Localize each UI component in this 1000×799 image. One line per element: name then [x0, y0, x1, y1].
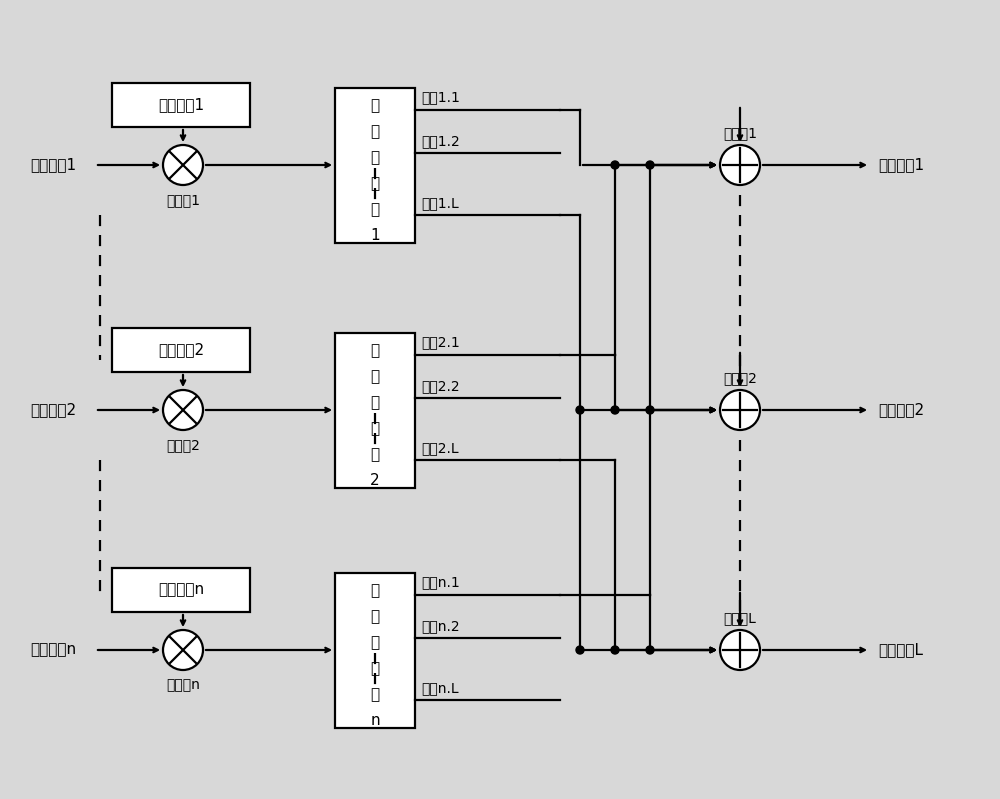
Text: 支路n.L: 支路n.L	[421, 681, 459, 695]
Text: 串: 串	[370, 344, 380, 359]
Circle shape	[163, 390, 203, 430]
Circle shape	[611, 406, 619, 414]
Text: 支路1.1: 支路1.1	[421, 91, 460, 105]
Text: 用户信号2: 用户信号2	[30, 403, 76, 418]
Text: 乘法器2: 乘法器2	[166, 438, 200, 452]
Bar	[112, 83, 250, 127]
Text: 用户信号1: 用户信号1	[30, 157, 76, 173]
Bar	[335, 88, 415, 243]
Circle shape	[163, 145, 203, 185]
Bar	[112, 568, 250, 612]
Text: n: n	[370, 713, 380, 728]
Circle shape	[611, 161, 619, 169]
Text: 扩频码字2: 扩频码字2	[158, 343, 204, 357]
Circle shape	[720, 390, 760, 430]
Text: 支路2.1: 支路2.1	[421, 336, 460, 350]
Circle shape	[576, 406, 584, 414]
Text: 转: 转	[370, 150, 380, 165]
Text: 并: 并	[370, 369, 380, 384]
Text: 用户信号n: 用户信号n	[30, 642, 76, 658]
Text: 加法器1: 加法器1	[723, 126, 757, 140]
Text: 乘法器n: 乘法器n	[166, 678, 200, 692]
Text: 转: 转	[370, 635, 380, 650]
Text: 扩频码字n: 扩频码字n	[158, 582, 204, 598]
Text: 串: 串	[370, 583, 380, 598]
Circle shape	[576, 646, 584, 654]
Text: 串: 串	[370, 98, 380, 113]
Bar	[112, 328, 250, 372]
Circle shape	[720, 630, 760, 670]
Text: 支路n.2: 支路n.2	[421, 619, 460, 633]
Text: 换: 换	[370, 421, 380, 436]
Text: 支路1.2: 支路1.2	[421, 134, 460, 148]
Text: 并: 并	[370, 610, 380, 624]
Text: 器: 器	[370, 687, 380, 702]
Text: 换: 换	[370, 661, 380, 676]
Text: 器: 器	[370, 447, 380, 462]
Text: 支路1.L: 支路1.L	[421, 196, 459, 210]
Circle shape	[646, 161, 654, 169]
Text: 转: 转	[370, 396, 380, 410]
Text: 1: 1	[370, 228, 380, 243]
Text: 扩频码字1: 扩频码字1	[158, 97, 204, 113]
Circle shape	[720, 145, 760, 185]
Bar	[335, 573, 415, 728]
Text: 加法器2: 加法器2	[723, 371, 757, 385]
Text: 支路2.2: 支路2.2	[421, 379, 460, 393]
Text: 编码信号2: 编码信号2	[878, 403, 924, 418]
Text: 换: 换	[370, 176, 380, 191]
Text: 2: 2	[370, 473, 380, 487]
Circle shape	[646, 646, 654, 654]
Text: 支路n.1: 支路n.1	[421, 576, 460, 590]
Text: 编码信号1: 编码信号1	[878, 157, 924, 173]
Text: 编码信号L: 编码信号L	[878, 642, 923, 658]
Text: 并: 并	[370, 125, 380, 139]
Text: 器: 器	[370, 202, 380, 217]
Bar	[335, 333, 415, 488]
Text: 加法器L: 加法器L	[724, 611, 756, 625]
Text: 支路2.L: 支路2.L	[421, 441, 459, 455]
Circle shape	[611, 646, 619, 654]
Circle shape	[646, 406, 654, 414]
Text: 乘法器1: 乘法器1	[166, 193, 200, 207]
Circle shape	[163, 630, 203, 670]
